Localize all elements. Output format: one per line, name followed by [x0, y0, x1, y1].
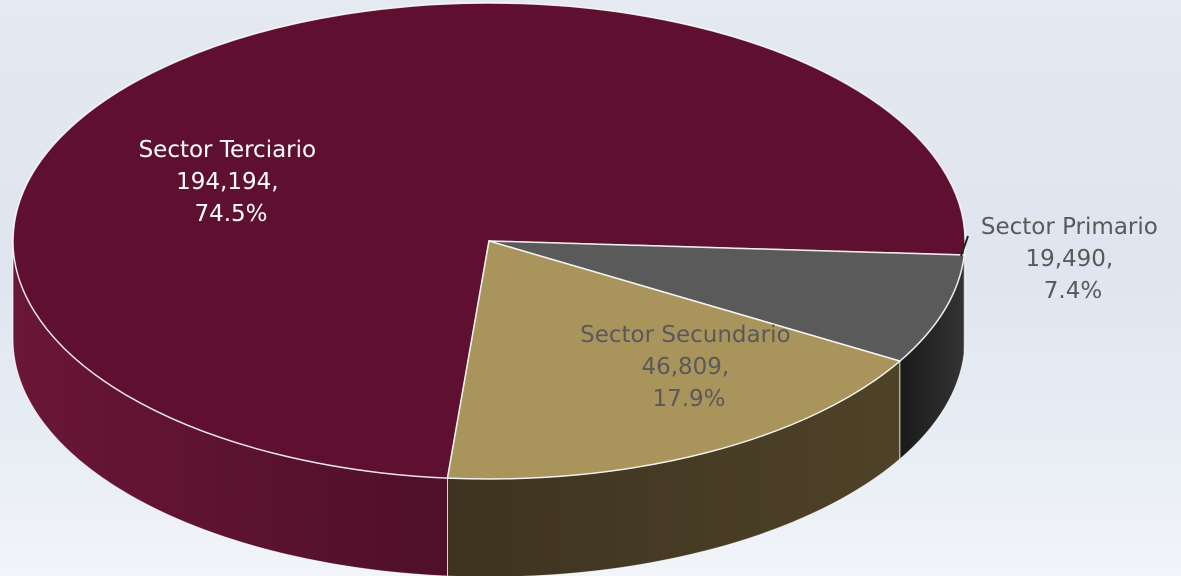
- data-label-terciario: Sector Terciario 194,194, 74.5%: [139, 137, 324, 227]
- pie-slice-primario[interactable]: [488, 240, 966, 362]
- label-secundario-percent: 17.9%: [652, 386, 725, 412]
- leader-line-primario: [960, 235, 969, 257]
- label-primario-value: 19,490,: [1025, 246, 1113, 272]
- data-label-secundario: Sector Secundario 46,809, 17.9%: [580, 322, 798, 412]
- label-primario-name: Sector Primario: [981, 214, 1158, 240]
- label-primario-percent: 7.4%: [1044, 278, 1102, 304]
- data-label-primario: Sector Primario 19,490, 7.4%: [981, 214, 1165, 304]
- label-terciario-value: 194,194,: [176, 169, 278, 195]
- label-secundario-value: 46,809,: [641, 354, 729, 380]
- pie-slice-secundario[interactable]: [446, 240, 902, 480]
- label-terciario-percent: 74.5%: [194, 201, 267, 227]
- label-terciario-name: Sector Terciario: [139, 137, 317, 163]
- label-secundario-name: Sector Secundario: [580, 322, 790, 348]
